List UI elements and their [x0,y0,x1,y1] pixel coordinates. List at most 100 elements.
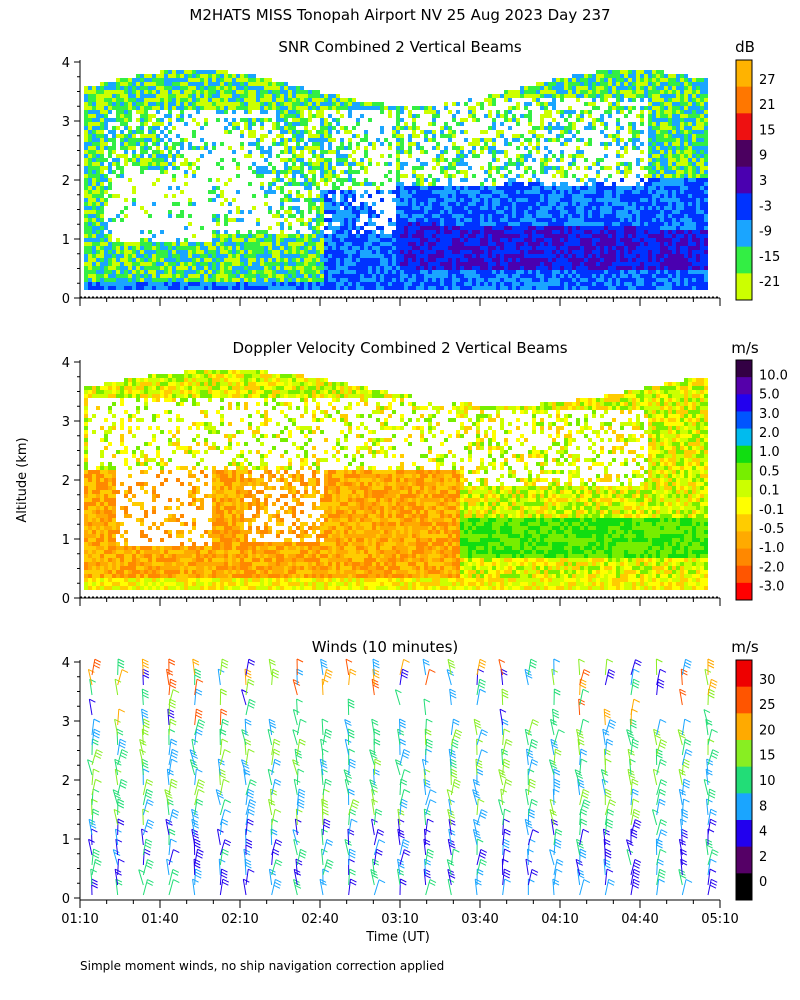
snr-cell [212,218,216,222]
snr-cell [632,106,636,110]
snr-cell [252,170,256,174]
snr-cell [212,246,216,250]
snr-cell [228,130,232,134]
snr-cell [140,114,144,118]
snr-cell [408,114,412,118]
snr-cell [152,162,156,166]
snr-cell [588,90,592,94]
snr-cell [84,142,88,146]
snr-cell [128,82,132,86]
snr-cell [308,274,312,278]
snr-cell [176,90,180,94]
snr-cell [596,234,600,238]
snr-cell [396,174,400,178]
snr-cell [560,194,564,198]
snr-cell [500,270,504,274]
snr-cell [576,190,580,194]
snr-cell [216,90,220,94]
snr-cell [336,266,340,270]
snr-cell [100,122,104,126]
snr-cell [228,234,232,238]
snr-cell [304,238,308,242]
snr-cell [512,218,516,222]
snr-cell [308,130,312,134]
snr-cell [516,134,520,138]
snr-cell [412,118,416,122]
snr-cell [272,258,276,262]
snr-cell [524,234,528,238]
snr-cell [428,266,432,270]
snr-cell [332,286,336,290]
snr-cell [204,258,208,262]
snr-cell [132,130,136,134]
snr-cell [560,214,564,218]
snr-cell [208,246,212,250]
snr-cell [160,154,164,158]
snr-cell [248,86,252,90]
snr-cell [328,202,332,206]
snr-cell [468,194,472,198]
snr-cell [556,274,560,278]
snr-cell [248,74,252,78]
snr-cell [172,178,176,182]
snr-cell [572,154,576,158]
snr-cell [288,110,292,114]
snr-cell [136,98,140,102]
snr-cell [540,158,544,162]
snr-cell [512,262,516,266]
snr-cell [604,226,608,230]
snr-cell [568,242,572,246]
snr-cell [544,158,548,162]
snr-cell [216,254,220,258]
snr-cell [632,126,636,130]
snr-cell [560,86,564,90]
snr-cell [320,94,324,98]
snr-cell [176,114,180,118]
snr-cell [200,286,204,290]
snr-cell [504,266,508,270]
snr-cell [128,114,132,118]
snr-cell [624,166,628,170]
snr-cell [616,142,620,146]
snr-cell [336,154,340,158]
snr-cell [592,242,596,246]
snr-cell [160,122,164,126]
snr-cell [128,102,132,106]
snr-cell [480,282,484,286]
snr-cell [560,234,564,238]
snr-cell [588,102,592,106]
snr-cell [112,286,116,290]
snr-cell [220,74,224,78]
snr-cell [448,262,452,266]
snr-cell [532,174,536,178]
snr-cell [284,170,288,174]
snr-cell [260,262,264,266]
snr-cell [96,274,100,278]
snr-cell [600,166,604,170]
snr-cell [552,258,556,262]
snr-cell [132,246,136,250]
snr-cell [212,190,216,194]
snr-cell [252,94,256,98]
snr-cell [276,278,280,282]
snr-cell [332,186,336,190]
snr-cell [520,226,524,230]
snr-cell [616,186,620,190]
snr-cell [488,250,492,254]
snr-cell [92,274,96,278]
snr-cell [208,266,212,270]
snr-cell [404,174,408,178]
snr-cell [112,170,116,174]
snr-cell [156,270,160,274]
snr-cell [584,102,588,106]
snr-cell [440,198,444,202]
snr-cell [456,286,460,290]
snr-cell [376,234,380,238]
snr-cell [204,78,208,82]
snr-cell [308,186,312,190]
snr-cell [552,102,556,106]
snr-cell [116,238,120,242]
snr-cell [456,150,460,154]
snr-cell [600,238,604,242]
snr-cell [444,158,448,162]
